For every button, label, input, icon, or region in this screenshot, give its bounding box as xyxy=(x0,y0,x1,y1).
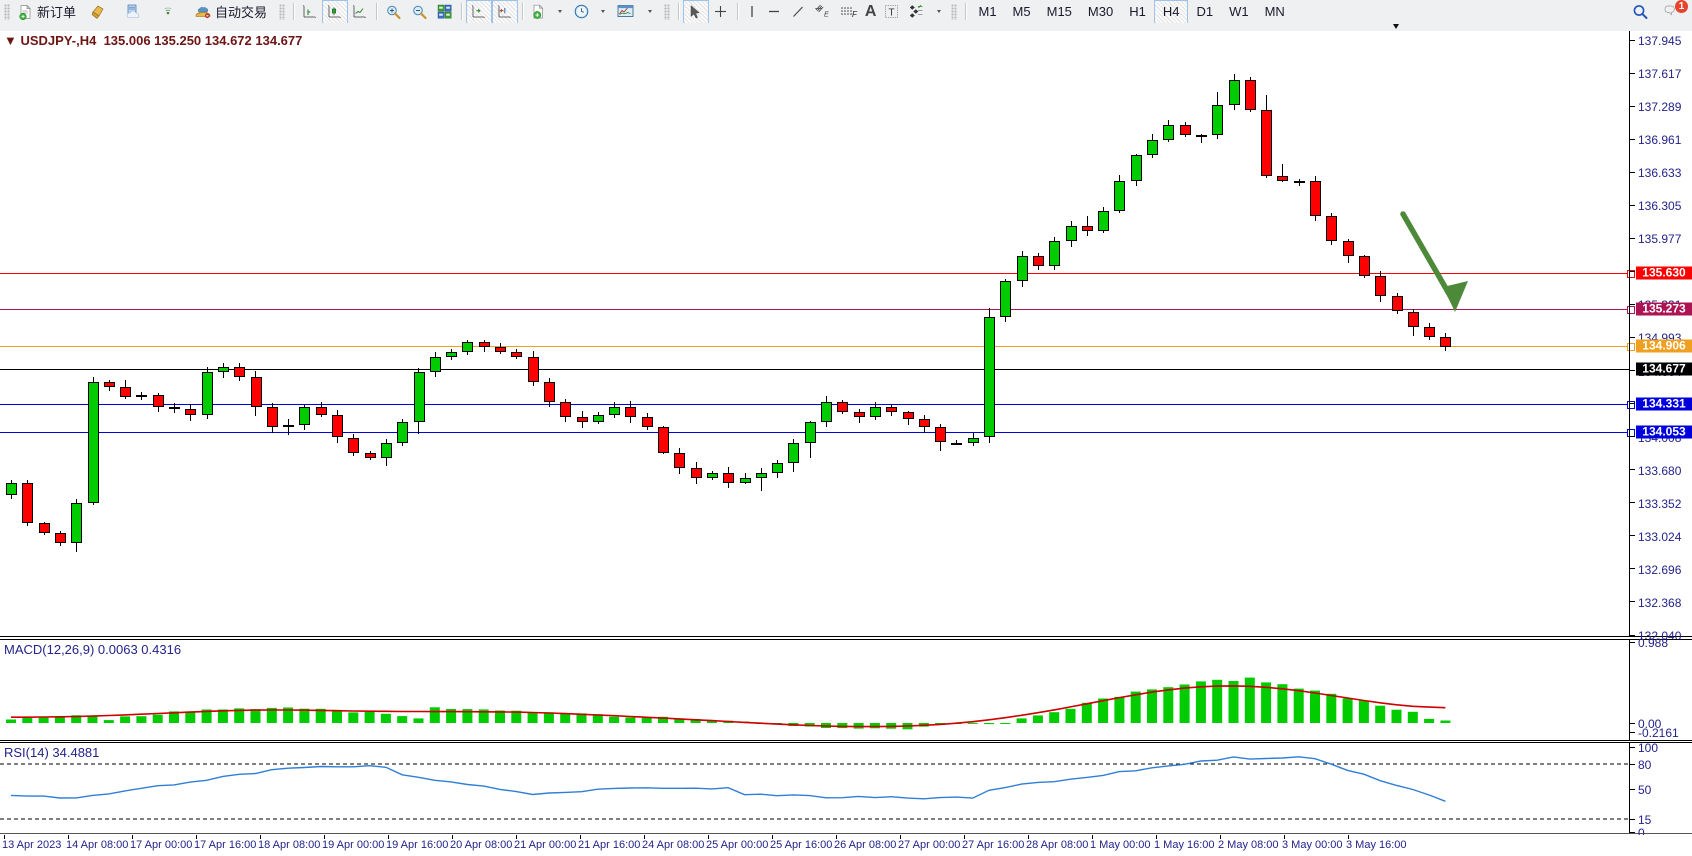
svg-text:T: T xyxy=(889,7,895,18)
svg-text:E: E xyxy=(824,11,829,18)
